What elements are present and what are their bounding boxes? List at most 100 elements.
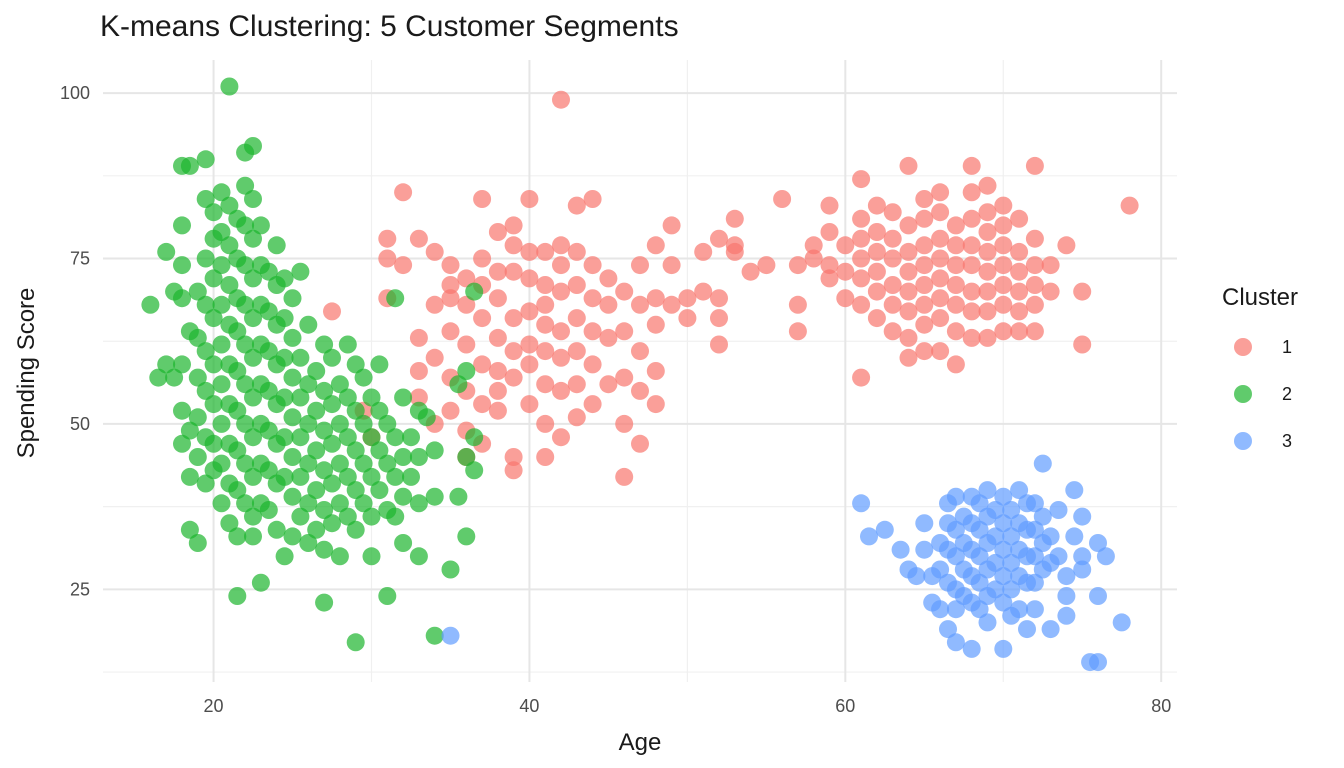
data-point-cluster-2 [378,414,397,433]
data-point-cluster-2 [291,348,310,367]
data-point-cluster-1 [1025,276,1044,294]
data-point-cluster-3 [1041,527,1060,546]
data-point-cluster-2 [307,481,326,500]
data-point-cluster-1 [867,282,886,301]
data-point-cluster-1 [946,295,965,314]
data-point-cluster-2 [315,335,334,354]
data-point-cluster-1 [583,289,602,308]
data-point-cluster-2 [283,487,302,506]
data-point-cluster-1 [599,375,618,394]
data-point-cluster-1 [583,322,602,341]
y-tick-label: 25 [70,579,90,599]
data-point-cluster-1 [567,276,586,294]
data-point-cluster-1 [962,236,981,255]
data-point-cluster-1 [425,295,444,314]
data-point-cluster-1 [504,342,523,361]
data-point-cluster-3 [1073,507,1092,526]
data-point-cluster-3 [946,520,965,539]
data-point-cluster-2 [307,520,326,539]
data-point-cluster-1 [994,216,1013,235]
data-point-cluster-2 [212,335,231,354]
data-point-cluster-1 [820,256,839,275]
data-point-cluster-2 [330,494,349,513]
data-point-cluster-3 [946,600,965,619]
data-point-cluster-1 [441,401,460,420]
data-point-cluster-1 [1120,196,1139,215]
data-point-cluster-1 [583,190,602,208]
data-point-cluster-1 [631,381,649,400]
data-point-cluster-2 [338,335,357,354]
data-point-cluster-1 [631,295,649,314]
data-point-cluster-2 [157,242,176,261]
data-point-cluster-2 [402,428,420,447]
data-point-cluster-2 [299,414,318,433]
data-point-cluster-2 [307,401,326,420]
data-point-cluster-1 [536,448,555,466]
data-point-cluster-2 [283,448,302,466]
data-point-cluster-2 [244,190,262,208]
data-point-cluster-2 [299,315,318,334]
data-point-cluster-1 [946,256,965,275]
data-point-cluster-2 [259,262,278,281]
data-point-cluster-1 [962,328,981,347]
data-point-cluster-3 [970,573,989,592]
data-point-cluster-1 [915,276,934,294]
data-point-cluster-1 [962,183,981,202]
data-point-cluster-1 [994,236,1013,255]
data-point-cluster-2 [196,150,215,169]
data-point-cluster-1 [978,262,997,281]
data-point-cluster-1 [788,322,807,341]
data-point-cluster-3 [1025,573,1044,592]
legend-title: Cluster [1222,284,1298,311]
data-point-cluster-2 [291,467,310,486]
grid-minor [103,60,1177,682]
data-point-cluster-1 [473,395,492,414]
data-point-cluster-1 [552,428,570,447]
data-point-cluster-3 [986,527,1005,546]
chart-title: K-means Clustering: 5 Customer Segments [100,10,679,43]
data-point-cluster-3 [1033,454,1052,473]
data-point-cluster-2 [196,295,215,314]
data-point-cluster-2 [259,302,278,321]
data-point-cluster-2 [354,414,373,433]
data-point-cluster-1 [710,335,728,354]
data-point-cluster-2 [283,328,302,347]
data-point-cluster-3 [994,540,1013,559]
data-point-cluster-2 [204,395,223,414]
data-point-cluster-1 [504,448,523,466]
data-point-cluster-2 [465,461,484,480]
data-point-cluster-3 [994,567,1013,586]
data-point-cluster-1 [852,209,871,228]
data-point-cluster-2 [212,494,231,513]
data-point-cluster-1 [425,242,444,261]
data-point-cluster-2 [315,501,334,519]
data-point-cluster-1 [552,236,570,255]
data-point-cluster-1 [409,388,428,407]
data-point-cluster-1 [662,216,681,235]
data-point-cluster-1 [488,289,507,308]
data-point-cluster-3 [1025,494,1044,513]
data-point-cluster-2 [149,368,168,387]
data-point-cluster-1 [1025,322,1044,341]
data-point-cluster-1 [1025,295,1044,314]
data-point-cluster-3 [1089,653,1107,672]
data-point-cluster-1 [788,256,807,275]
data-point-cluster-1 [1073,282,1092,301]
data-point-cluster-1 [994,322,1013,341]
data-point-cluster-3 [1065,481,1084,500]
data-point-cluster-2 [323,348,341,367]
data-point-cluster-1 [552,256,570,275]
data-point-cluster-1 [994,276,1013,294]
data-point-cluster-1 [552,322,570,341]
data-point-cluster-2 [228,587,247,605]
data-point-cluster-2 [236,176,255,195]
data-point-cluster-2 [236,216,255,235]
data-point-cluster-2 [251,216,270,235]
data-point-cluster-1 [615,467,634,486]
data-point-cluster-1 [615,322,634,341]
data-point-cluster-3 [1049,547,1068,566]
data-point-cluster-2 [157,355,176,374]
data-point-cluster-2 [346,481,365,500]
data-point-cluster-2 [141,295,160,314]
data-point-cluster-2 [244,428,262,447]
